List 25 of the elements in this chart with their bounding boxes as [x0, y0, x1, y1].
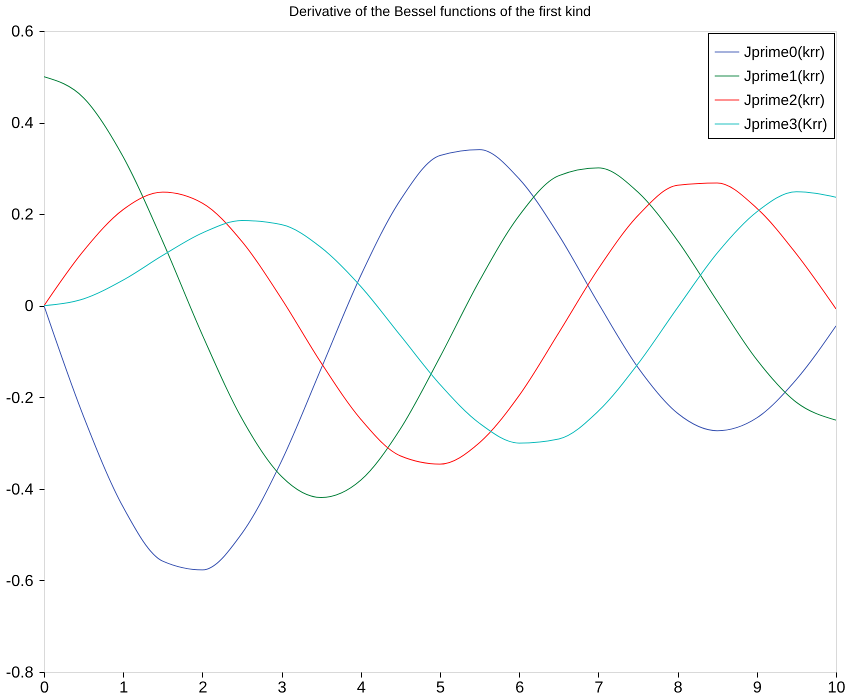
x-tick-label: 4 — [356, 680, 366, 696]
x-tick-label: 10 — [828, 680, 846, 696]
x-tick-label: 7 — [594, 680, 604, 696]
y-tick-label: 0.4 — [11, 115, 34, 132]
y-tick-label: 0.6 — [11, 24, 34, 40]
legend-label: Jprime2(krr) — [744, 92, 825, 109]
x-tick-label: 6 — [515, 680, 524, 696]
x-tick-label: 5 — [436, 680, 446, 696]
legend-label: Jprime1(krr) — [744, 68, 825, 85]
x-tick-label: 9 — [752, 680, 762, 696]
y-tick-label: -0.6 — [6, 572, 34, 590]
chart-title: Derivative of the Bessel functions of the first kind — [289, 3, 591, 19]
line-series — [44, 149, 836, 570]
y-tick-label: -0.8 — [6, 664, 34, 682]
y-tick-label: -0.2 — [6, 390, 34, 407]
y-tick-label: -0.4 — [6, 481, 34, 498]
legend-label: Jprime3(Krr) — [744, 116, 828, 133]
x-tick-label: 3 — [278, 680, 287, 696]
legend-label: Jprime0(krr) — [744, 44, 825, 61]
y-tick-label: 0.2 — [11, 206, 34, 224]
x-tick-label: 0 — [40, 680, 50, 696]
x-tick-label: 8 — [674, 680, 683, 696]
x-tick-label: 2 — [198, 680, 208, 696]
x-tick-label: 1 — [119, 680, 128, 696]
y-tick-label: 0 — [24, 298, 34, 316]
